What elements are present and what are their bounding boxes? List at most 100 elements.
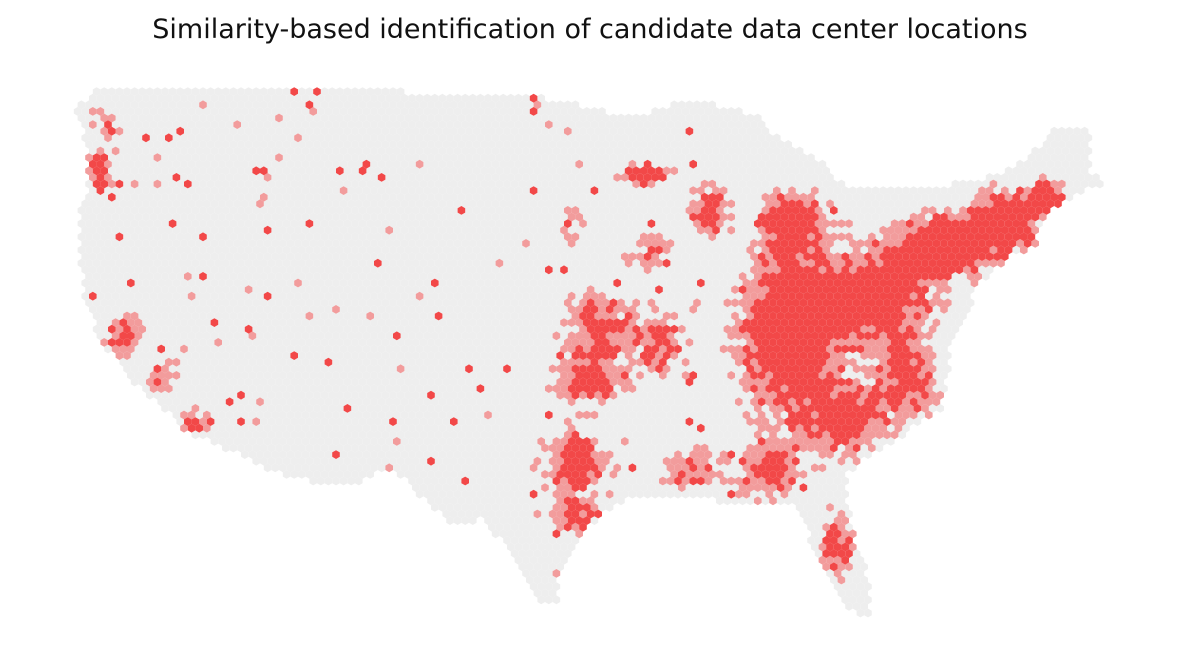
hex-land bbox=[127, 93, 135, 103]
hex-land bbox=[168, 232, 177, 242]
hex-land bbox=[408, 239, 416, 248]
hex-land bbox=[560, 199, 568, 209]
hex-land bbox=[77, 232, 86, 242]
hex-land bbox=[408, 212, 416, 222]
hex-land bbox=[332, 212, 340, 222]
hex-land bbox=[651, 212, 659, 222]
hex-land bbox=[484, 173, 492, 182]
hex-land bbox=[275, 140, 283, 149]
hex-land bbox=[408, 186, 416, 195]
hex-land bbox=[419, 166, 428, 176]
hex-land bbox=[408, 173, 416, 182]
hex-land bbox=[362, 93, 371, 103]
hex-land bbox=[195, 120, 203, 129]
hex-land bbox=[1058, 126, 1066, 136]
hex-land bbox=[138, 245, 146, 255]
hex-land bbox=[514, 146, 523, 156]
hex-land bbox=[917, 186, 925, 195]
hex-land bbox=[412, 232, 420, 242]
hex-land bbox=[81, 225, 89, 235]
hex-land bbox=[184, 113, 192, 123]
hex-land bbox=[465, 219, 473, 228]
hex-land bbox=[168, 245, 177, 255]
hex-land bbox=[244, 179, 253, 189]
hex-land bbox=[575, 225, 583, 235]
hex-land bbox=[374, 87, 382, 96]
hex-land bbox=[518, 192, 526, 202]
hex-land bbox=[438, 107, 447, 116]
hex-land bbox=[541, 100, 549, 110]
hex-land bbox=[807, 166, 815, 176]
hex-land bbox=[450, 113, 458, 123]
hex-land bbox=[799, 179, 808, 189]
hex-land bbox=[491, 225, 500, 235]
hex-land bbox=[252, 206, 260, 215]
hex-land bbox=[358, 153, 367, 162]
hex-land bbox=[643, 186, 652, 195]
hex-land bbox=[149, 146, 158, 156]
hex-land bbox=[339, 133, 348, 143]
hex-land bbox=[427, 179, 435, 189]
hex-land bbox=[465, 166, 473, 176]
hex-land bbox=[678, 232, 686, 242]
hex-land bbox=[624, 126, 633, 136]
hex-land bbox=[594, 192, 602, 202]
hex-land bbox=[343, 206, 352, 215]
hex-land bbox=[298, 153, 306, 162]
hex-land bbox=[176, 100, 184, 110]
hex-land bbox=[438, 212, 447, 222]
hex-land bbox=[385, 146, 393, 156]
hex-land bbox=[480, 113, 488, 123]
hex-land bbox=[951, 206, 960, 215]
hex-land bbox=[381, 140, 390, 149]
hex-land bbox=[773, 133, 781, 143]
hex-land bbox=[556, 245, 564, 255]
hex-land bbox=[351, 245, 359, 255]
hex-land bbox=[206, 140, 215, 149]
hex-land bbox=[526, 219, 534, 228]
hex-land bbox=[632, 153, 640, 162]
hex-land bbox=[206, 179, 215, 189]
hex-land bbox=[396, 140, 405, 149]
hex-land bbox=[214, 153, 222, 162]
hex-land bbox=[157, 225, 165, 235]
hex-land bbox=[579, 179, 587, 189]
hex-land bbox=[149, 239, 158, 248]
hex-land bbox=[267, 232, 276, 242]
hex-land bbox=[526, 232, 534, 242]
hex-land bbox=[704, 146, 713, 156]
hex-land bbox=[510, 232, 519, 242]
hex-land bbox=[450, 140, 458, 149]
hex-land bbox=[161, 113, 169, 123]
hex-land bbox=[381, 192, 390, 202]
hex-land bbox=[879, 186, 887, 195]
hex-land bbox=[655, 179, 663, 189]
hex-land bbox=[161, 100, 169, 110]
hex-land bbox=[522, 120, 530, 129]
hex-land bbox=[396, 232, 405, 242]
hex-land bbox=[681, 239, 690, 248]
hex-land bbox=[412, 206, 420, 215]
hex-land bbox=[685, 219, 694, 228]
hex-land bbox=[434, 232, 443, 242]
hex-land bbox=[860, 232, 868, 242]
hex-land bbox=[438, 173, 447, 182]
hex-land bbox=[594, 126, 602, 136]
map-title: Similarity-based identification of candi… bbox=[152, 14, 1028, 45]
hex-land bbox=[389, 126, 397, 136]
hex-land bbox=[446, 212, 454, 222]
hex-land bbox=[343, 126, 352, 136]
hex-land bbox=[640, 153, 648, 162]
hex-land bbox=[526, 206, 534, 215]
hex-land bbox=[640, 192, 648, 202]
hex-land bbox=[339, 107, 348, 116]
hex-land bbox=[469, 212, 477, 222]
hex-land bbox=[222, 245, 230, 255]
hex-land bbox=[678, 113, 686, 123]
hex-land bbox=[149, 120, 158, 129]
hex-land bbox=[484, 120, 492, 129]
hex-land bbox=[613, 186, 621, 195]
hex-land bbox=[191, 206, 200, 215]
hex-land bbox=[837, 192, 846, 202]
hex-land bbox=[343, 219, 352, 228]
